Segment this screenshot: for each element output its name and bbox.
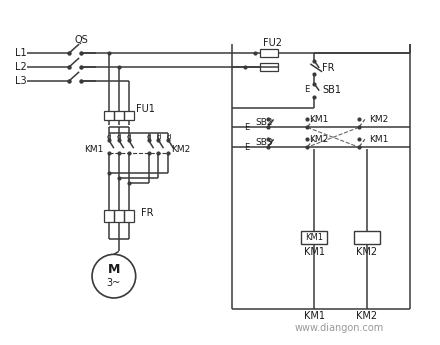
Bar — [124, 210, 134, 221]
Text: M: M — [108, 263, 120, 276]
Text: FU2: FU2 — [263, 38, 282, 48]
Text: KM2: KM2 — [172, 145, 191, 154]
Bar — [260, 63, 278, 71]
Text: KM1: KM1 — [304, 247, 325, 257]
Text: FR: FR — [141, 208, 153, 218]
Text: E: E — [304, 85, 309, 94]
Text: KM1: KM1 — [309, 115, 329, 124]
Text: KM1: KM1 — [304, 311, 325, 321]
Bar — [114, 110, 124, 120]
Text: KM2: KM2 — [356, 311, 378, 321]
Text: E: E — [245, 143, 250, 152]
Bar — [301, 230, 327, 244]
Text: d: d — [117, 134, 121, 140]
Text: L2: L2 — [15, 62, 26, 72]
Text: QS: QS — [74, 35, 88, 45]
Text: 3~: 3~ — [107, 278, 121, 288]
Text: d: d — [147, 134, 151, 140]
Bar — [354, 230, 380, 244]
Text: www.diangon.com: www.diangon.com — [294, 323, 384, 333]
Text: L1: L1 — [15, 48, 26, 58]
Text: FR: FR — [322, 63, 335, 73]
Text: SB2: SB2 — [256, 118, 273, 127]
Text: KM1: KM1 — [369, 135, 388, 144]
Text: L3: L3 — [15, 76, 26, 86]
Text: KM1: KM1 — [84, 145, 103, 154]
Text: KM1: KM1 — [305, 233, 323, 242]
Bar — [124, 110, 134, 120]
Text: FU1: FU1 — [136, 104, 154, 114]
Bar — [104, 210, 114, 221]
Bar — [104, 110, 114, 120]
Text: d: d — [166, 134, 171, 140]
Bar — [260, 49, 278, 57]
Text: E: E — [245, 123, 250, 132]
Text: KM2: KM2 — [356, 247, 378, 257]
Text: d: d — [107, 134, 111, 140]
Text: SB1: SB1 — [322, 85, 341, 95]
Bar — [114, 210, 124, 221]
Text: KM2: KM2 — [309, 135, 329, 144]
Text: d: d — [127, 134, 131, 140]
Text: d: d — [156, 134, 161, 140]
Text: KM2: KM2 — [369, 115, 388, 124]
Text: SB3: SB3 — [256, 138, 273, 147]
